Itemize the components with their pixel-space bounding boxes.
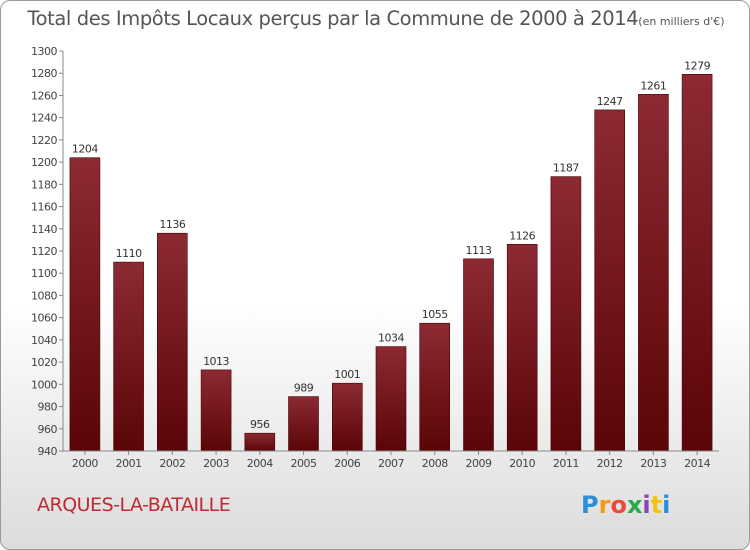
logo-letter: i xyxy=(662,491,671,519)
bar-value-label: 1261 xyxy=(640,79,666,92)
bar-2011[interactable] xyxy=(550,176,582,452)
bar-2001[interactable] xyxy=(113,261,144,452)
logo-letter: x xyxy=(626,491,643,519)
commune-name: ARQUES-LA-BATAILLE xyxy=(37,494,231,516)
x-tick-label: 2009 xyxy=(465,457,491,470)
logo-letter: i xyxy=(642,491,651,519)
bar-value-label: 1247 xyxy=(597,95,623,108)
bar-value-label: 1113 xyxy=(465,244,491,257)
bar-value-label: 1110 xyxy=(116,247,142,260)
bar-2014[interactable] xyxy=(681,74,713,452)
x-tick-label: 2006 xyxy=(334,457,360,470)
y-tick-label: 940 xyxy=(38,445,58,458)
y-tick-label: 980 xyxy=(38,401,58,414)
bar-2003[interactable] xyxy=(200,369,232,452)
bar-2000[interactable] xyxy=(69,157,101,452)
bar-value-label: 1055 xyxy=(422,308,448,321)
bar-2007[interactable] xyxy=(375,346,407,452)
bar-value-label: 989 xyxy=(294,382,314,395)
x-tick-label: 2008 xyxy=(422,457,448,470)
y-tick-label: 1100 xyxy=(31,267,57,280)
bar-value-label: 956 xyxy=(250,418,270,431)
logo-letter: t xyxy=(650,491,663,519)
bar-value-label: 1187 xyxy=(553,162,579,175)
x-tick-label: 2004 xyxy=(247,457,273,470)
y-tick-label: 1280 xyxy=(31,67,57,80)
bars-group: 1204 1110 1136 1013 956 989 1001 1034 1055 1113 11… xyxy=(69,59,713,452)
x-tick-label: 2003 xyxy=(203,457,229,470)
y-tick-label: 1240 xyxy=(31,112,57,125)
y-tick-label: 960 xyxy=(38,423,58,436)
x-axis: 2000 2001 2002 2003 2004 2005 2006 2007 2008 2009… xyxy=(63,450,719,470)
bar-2002[interactable] xyxy=(157,232,188,452)
proxiti-logo[interactable]: Proxiti xyxy=(581,491,670,519)
x-tick-label: 2011 xyxy=(553,457,579,470)
chart-title-text: Total des Impôts Locaux perçus par la Co… xyxy=(27,7,639,30)
y-tick-label: 1160 xyxy=(31,201,57,214)
y-tick-label: 1120 xyxy=(31,245,57,258)
bar-value-label: 1136 xyxy=(159,218,185,231)
x-tick-label: 2014 xyxy=(684,457,710,470)
y-tick-label: 1060 xyxy=(31,312,57,325)
y-tick-label: 1260 xyxy=(31,89,57,102)
x-tick-label: 2012 xyxy=(597,457,623,470)
logo-letter: P xyxy=(581,491,599,519)
x-tick-label: 2005 xyxy=(291,457,317,470)
y-tick-label: 1180 xyxy=(31,178,57,191)
y-tick-label: 1300 xyxy=(31,45,57,58)
chart-title: Total des Impôts Locaux perçus par la Co… xyxy=(1,7,749,30)
bar-value-label: 1013 xyxy=(203,355,229,368)
y-tick-label: 1140 xyxy=(31,223,57,236)
y-tick-label: 1040 xyxy=(31,334,57,347)
bar-2006[interactable] xyxy=(331,382,363,452)
bar-value-label: 1126 xyxy=(509,229,535,242)
x-tick-label: 2002 xyxy=(159,457,185,470)
x-tick-label: 2000 xyxy=(72,457,98,470)
bar-2008[interactable] xyxy=(419,322,451,452)
y-tick-label: 1200 xyxy=(31,156,57,169)
bar-value-label: 1001 xyxy=(334,368,360,381)
y-tick-label: 1080 xyxy=(31,289,57,302)
chart-unit-label: (en milliers d'€) xyxy=(638,15,725,28)
y-axis: 940 960 980 1000 1020 1040 1060 1080 1100 1120 114… xyxy=(31,45,64,458)
x-tick-label: 2001 xyxy=(116,457,142,470)
bar-value-label: 1034 xyxy=(378,332,404,345)
bar-2013[interactable] xyxy=(638,94,669,452)
bar-2005[interactable] xyxy=(288,396,319,452)
x-tick-label: 2010 xyxy=(509,457,535,470)
bar-2010[interactable] xyxy=(506,244,538,452)
logo-letter: o xyxy=(610,491,627,519)
logo-letter: r xyxy=(598,491,611,519)
bar-2004[interactable] xyxy=(244,432,276,452)
y-tick-label: 1000 xyxy=(31,378,57,391)
y-tick-label: 1220 xyxy=(31,134,57,147)
y-tick-label: 1020 xyxy=(31,356,57,369)
bar-2012[interactable] xyxy=(594,109,626,452)
x-tick-label: 2013 xyxy=(640,457,666,470)
bar-value-label: 1204 xyxy=(72,143,98,156)
bar-value-label: 1279 xyxy=(684,59,710,72)
x-tick-label: 2007 xyxy=(378,457,404,470)
bar-2009[interactable] xyxy=(463,258,494,452)
